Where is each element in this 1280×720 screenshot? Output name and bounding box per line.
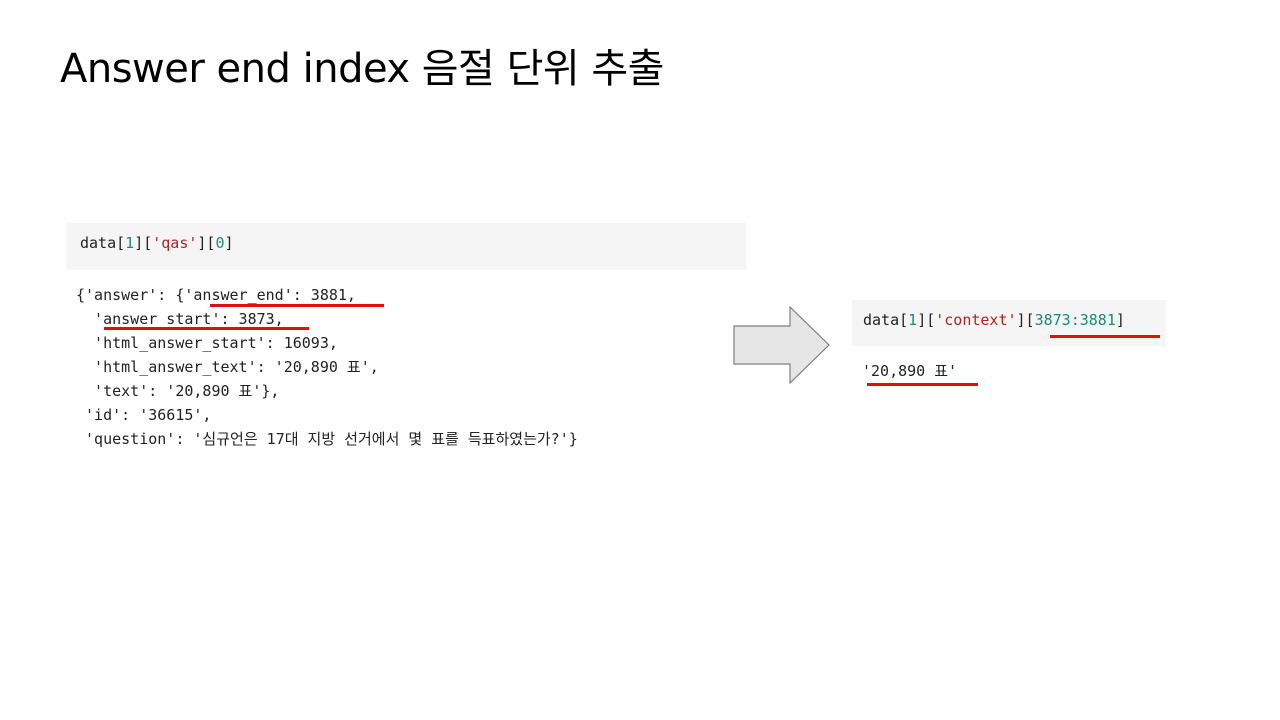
code-output-context: '20,890 표'	[862, 362, 958, 380]
output-line: 'html_answer_text': '20,890 표',	[76, 358, 379, 376]
code-token: ][	[917, 311, 936, 329]
code-token: data[	[863, 311, 909, 329]
code-number: 1	[125, 234, 135, 252]
code-token: ][	[134, 234, 153, 252]
code-token: ][	[1016, 311, 1035, 329]
right-arrow-icon	[733, 306, 830, 385]
highlight-underline-answer-start	[104, 327, 309, 330]
output-line: 'question': '심규언은 17대 지방 선거에서 몇 표를 득표하였는…	[76, 430, 578, 448]
output-line: 'answer_start': 3873,	[76, 310, 284, 328]
code-number: 0	[215, 234, 225, 252]
code-string: 'context'	[935, 311, 1017, 329]
code-string: 'qas'	[152, 234, 198, 252]
highlight-underline-answer-end	[210, 304, 384, 307]
code-token: ]	[224, 234, 234, 252]
output-line: 'html_answer_start': 16093,	[76, 334, 338, 352]
code-token: ][	[197, 234, 216, 252]
output-line: {'answer': {'answer_end': 3881,	[76, 286, 356, 304]
highlight-underline-slice	[1050, 335, 1160, 338]
code-token: ]	[1115, 311, 1125, 329]
slide-title: Answer end index 음절 단위 추출	[60, 46, 664, 92]
code-output-qas: {'answer': {'answer_end': 3881, 'answer_…	[76, 283, 578, 451]
output-line: 'id': '36615',	[76, 406, 212, 424]
code-slice: 3873:3881	[1034, 311, 1116, 329]
code-cell-context-input[interactable]: data[1]['context'][3873:3881]	[852, 300, 1166, 346]
code-cell-qas-input[interactable]: data[1]['qas'][0]	[66, 223, 746, 270]
code-token: data[	[80, 234, 126, 252]
highlight-underline-result	[867, 383, 978, 386]
code-number: 1	[908, 311, 918, 329]
output-line: 'text': '20,890 표'},	[76, 382, 280, 400]
